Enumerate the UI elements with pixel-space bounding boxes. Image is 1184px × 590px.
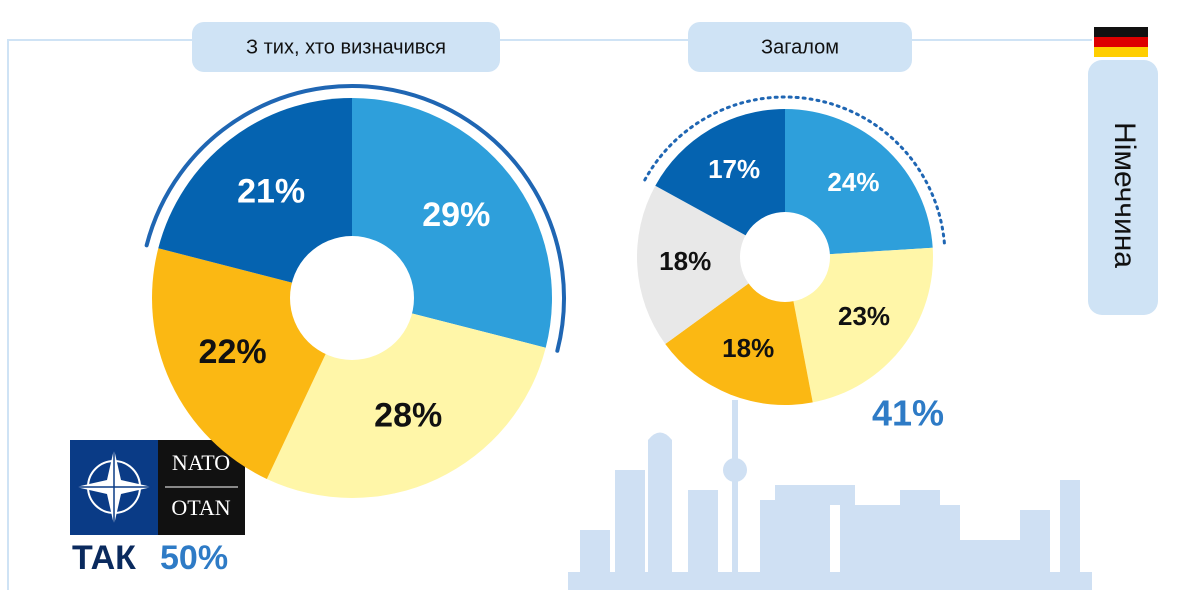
logo-text: NATO xyxy=(172,450,230,475)
yes-arc xyxy=(643,95,947,249)
slice-label: 24% xyxy=(827,167,879,197)
annotation-value: 41% xyxy=(872,393,944,434)
slice-label: 22% xyxy=(199,333,267,371)
country: Німеччина xyxy=(1108,122,1141,268)
slice-label: 28% xyxy=(374,396,442,434)
slice-label: 23% xyxy=(838,301,890,331)
title-pill xyxy=(192,22,500,72)
flag xyxy=(1094,37,1148,47)
country-pill xyxy=(1088,60,1158,315)
title-pill xyxy=(688,22,912,72)
donut-hole xyxy=(290,236,414,360)
pie-slice xyxy=(655,108,785,257)
annotation-value: 50% xyxy=(160,539,228,577)
yes-arc xyxy=(144,84,566,353)
pie-slice xyxy=(158,98,352,298)
pie-slice xyxy=(785,247,933,403)
slice-label: 29% xyxy=(422,196,490,234)
logo-compass xyxy=(76,449,152,525)
annotation-prefix: ТАК xyxy=(72,539,136,577)
flag xyxy=(1094,47,1148,57)
charts: 29% 28% 22% 21% 24% 23% 18% 18% 17% xyxy=(144,84,947,499)
chart-title: З тих, хто визначився xyxy=(246,36,446,58)
slice-label: 21% xyxy=(237,173,305,211)
chart-title: Загалом xyxy=(761,36,839,58)
pie-slice xyxy=(637,185,785,344)
flag xyxy=(1094,27,1148,37)
logo-text: OTAN xyxy=(171,495,230,520)
donut-hole xyxy=(740,212,830,302)
slice-label: 18% xyxy=(659,246,711,276)
pie-slice xyxy=(785,109,933,257)
slice-label: 17% xyxy=(708,154,760,184)
skyline xyxy=(568,400,1092,590)
slice-label: 18% xyxy=(722,333,774,363)
